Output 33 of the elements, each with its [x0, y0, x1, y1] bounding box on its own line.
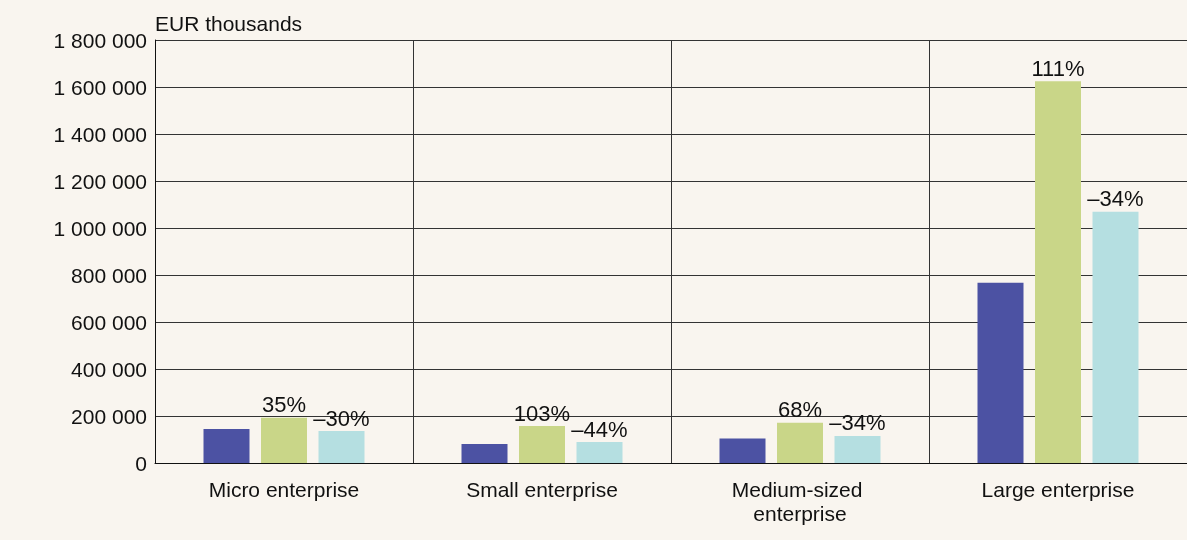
x-tick-label: Medium-sized enterprise — [731, 477, 869, 525]
annotation: 35% — [261, 392, 307, 418]
annotation: –34% — [1087, 186, 1144, 212]
bar — [576, 442, 623, 463]
y-tick-label: 1 000 000 — [53, 216, 147, 240]
bar — [977, 282, 1024, 463]
x-tick-label: Small enterprise — [466, 477, 618, 501]
bar — [1035, 81, 1081, 463]
annotation: –44% — [571, 416, 628, 442]
y-axis-title: EUR thousands — [155, 12, 303, 35]
x-tick-label: Large enterprise — [981, 477, 1135, 501]
y-tick-label: 1 200 000 — [53, 169, 147, 193]
bar — [461, 443, 508, 463]
y-tick-label: 600 000 — [71, 310, 147, 334]
y-tick-label: 1 400 000 — [53, 122, 147, 146]
y-tick-label: 0 — [135, 451, 147, 475]
y-tick-label: 1 600 000 — [53, 75, 147, 99]
x-tick-label: Micro enterprise — [208, 477, 360, 501]
y-tick-label: 800 000 — [71, 263, 147, 287]
bar — [1092, 211, 1139, 463]
y-tick-label: 1 800 000 — [53, 28, 147, 52]
bar — [519, 426, 565, 463]
bar — [777, 422, 823, 463]
bar — [318, 431, 365, 463]
bar — [834, 435, 881, 463]
bar — [261, 417, 307, 463]
annotation: 68% — [777, 397, 823, 423]
y-tick-label: 400 000 — [71, 357, 147, 381]
bar — [203, 428, 250, 463]
bar — [719, 438, 766, 463]
annotation: 111% — [1031, 55, 1085, 81]
y-tick-label: 200 000 — [71, 404, 147, 428]
annotation: –34% — [829, 410, 886, 436]
